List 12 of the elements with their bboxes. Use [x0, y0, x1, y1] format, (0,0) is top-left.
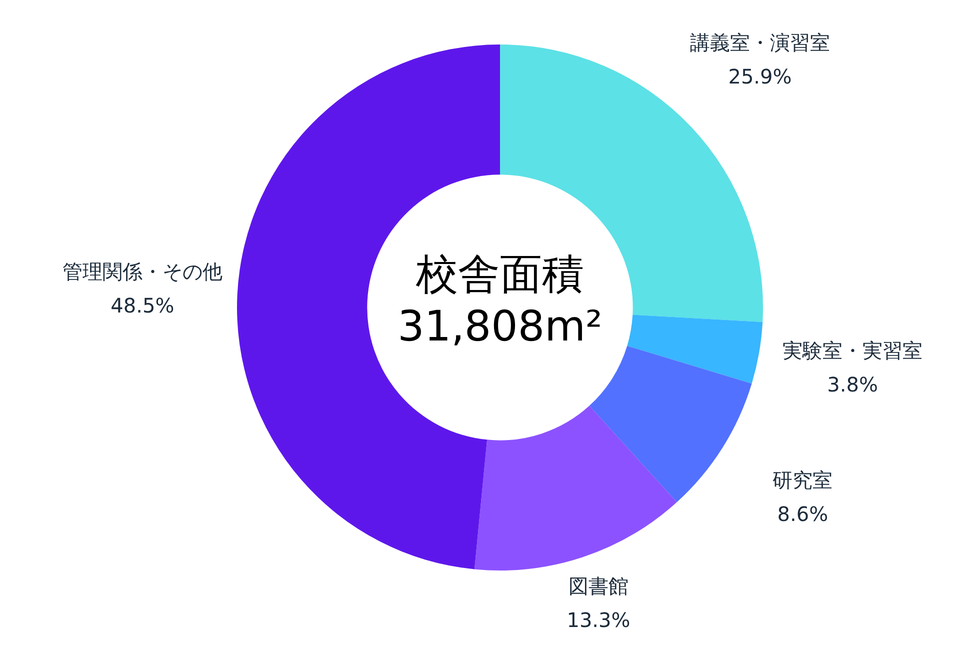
- data-label: 3.8%: [827, 372, 878, 397]
- data-label: 25.9%: [728, 64, 792, 89]
- data-label: 48.5%: [110, 293, 174, 318]
- slice-label: 図書館: [568, 574, 628, 598]
- data-label: 8.6%: [777, 502, 828, 526]
- text: 校舎面積: [415, 249, 584, 298]
- slice-label: 実験室・実習室: [782, 338, 923, 363]
- slice-label: 講義室・演習室: [690, 30, 830, 55]
- slice-label: 管理関係・その他: [62, 259, 222, 284]
- slice-label: 研究室: [772, 468, 833, 492]
- text: 31,808m²: [398, 301, 602, 350]
- data-label: 13.3%: [566, 608, 630, 632]
